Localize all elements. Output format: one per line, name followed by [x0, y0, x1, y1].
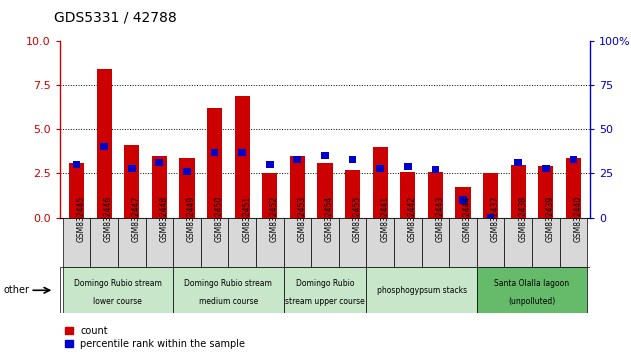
Text: GSM832437: GSM832437 — [491, 195, 500, 242]
Bar — [542, 165, 550, 172]
Bar — [422, 218, 449, 267]
Text: GSM832454: GSM832454 — [325, 195, 334, 242]
Bar — [201, 218, 228, 267]
Bar — [173, 218, 201, 267]
Bar — [311, 218, 339, 267]
Text: GSM832442: GSM832442 — [408, 196, 417, 242]
Text: Santa Olalla lagoon: Santa Olalla lagoon — [495, 279, 570, 288]
Bar — [345, 170, 360, 218]
Bar — [456, 187, 471, 218]
Text: (unpolluted): (unpolluted) — [509, 297, 556, 306]
Bar — [97, 69, 112, 218]
Text: GSM832447: GSM832447 — [132, 195, 141, 242]
Bar — [570, 156, 577, 163]
Bar — [394, 218, 422, 267]
Text: GSM832451: GSM832451 — [242, 196, 251, 242]
Bar — [239, 149, 246, 156]
Bar — [283, 267, 367, 313]
Bar — [566, 158, 581, 218]
Text: GSM832449: GSM832449 — [187, 195, 196, 242]
Text: Domingo Rubio: Domingo Rubio — [296, 279, 354, 288]
Text: GSM832440: GSM832440 — [574, 195, 582, 242]
Text: GSM832441: GSM832441 — [380, 196, 389, 242]
Bar — [62, 218, 90, 267]
Legend: count, percentile rank within the sample: count, percentile rank within the sample — [65, 326, 245, 349]
Bar — [432, 166, 439, 173]
Bar — [90, 218, 118, 267]
Bar — [228, 218, 256, 267]
Bar — [124, 145, 139, 218]
Bar — [179, 159, 194, 218]
Text: Domingo Rubio stream: Domingo Rubio stream — [74, 279, 162, 288]
Bar — [538, 166, 553, 218]
Text: GSM832438: GSM832438 — [518, 196, 528, 242]
Bar — [376, 165, 384, 172]
Text: GSM832455: GSM832455 — [353, 195, 362, 242]
Bar — [155, 159, 163, 166]
Text: GSM832448: GSM832448 — [159, 196, 168, 242]
Bar — [459, 196, 467, 204]
Text: stream upper course: stream upper course — [285, 297, 365, 306]
Text: GSM832445: GSM832445 — [76, 195, 86, 242]
Bar — [367, 267, 477, 313]
Bar — [504, 218, 532, 267]
Bar — [483, 172, 498, 218]
Bar — [449, 218, 477, 267]
Text: GSM832443: GSM832443 — [435, 195, 444, 242]
Text: other: other — [3, 285, 29, 295]
Bar — [69, 163, 84, 218]
Bar — [400, 172, 415, 218]
Bar — [207, 108, 222, 218]
Bar — [339, 218, 367, 267]
Bar — [428, 172, 443, 218]
Bar — [173, 267, 283, 313]
Bar — [532, 218, 560, 267]
Text: GSM832439: GSM832439 — [546, 195, 555, 242]
Text: Domingo Rubio stream: Domingo Rubio stream — [184, 279, 273, 288]
Bar — [404, 163, 411, 170]
Bar — [73, 161, 80, 168]
Bar — [128, 165, 136, 172]
Bar — [100, 143, 108, 150]
Bar — [514, 159, 522, 166]
Bar — [477, 218, 504, 267]
Bar — [293, 156, 301, 163]
Text: phosphogypsum stacks: phosphogypsum stacks — [377, 286, 467, 295]
Text: GDS5331 / 42788: GDS5331 / 42788 — [54, 11, 177, 25]
Bar — [62, 267, 173, 313]
Bar — [372, 147, 388, 218]
Bar — [290, 156, 305, 218]
Text: medium course: medium course — [199, 297, 258, 306]
Bar — [349, 156, 357, 163]
Bar — [487, 214, 495, 221]
Bar — [262, 173, 278, 218]
Text: GSM832446: GSM832446 — [104, 195, 113, 242]
Bar — [510, 165, 526, 218]
Bar — [321, 152, 329, 159]
Text: GSM832452: GSM832452 — [269, 196, 279, 242]
Bar — [211, 149, 218, 156]
Bar — [477, 267, 587, 313]
Bar — [367, 218, 394, 267]
Text: GSM832450: GSM832450 — [215, 195, 223, 242]
Bar — [283, 218, 311, 267]
Bar — [151, 156, 167, 218]
Bar — [235, 96, 250, 218]
Bar — [118, 218, 146, 267]
Bar — [183, 168, 191, 175]
Text: GSM832444: GSM832444 — [463, 195, 472, 242]
Bar — [266, 161, 274, 168]
Bar — [256, 218, 283, 267]
Text: lower course: lower course — [93, 297, 143, 306]
Bar — [146, 218, 173, 267]
Text: GSM832453: GSM832453 — [297, 195, 307, 242]
Bar — [317, 163, 333, 218]
Bar — [560, 218, 587, 267]
